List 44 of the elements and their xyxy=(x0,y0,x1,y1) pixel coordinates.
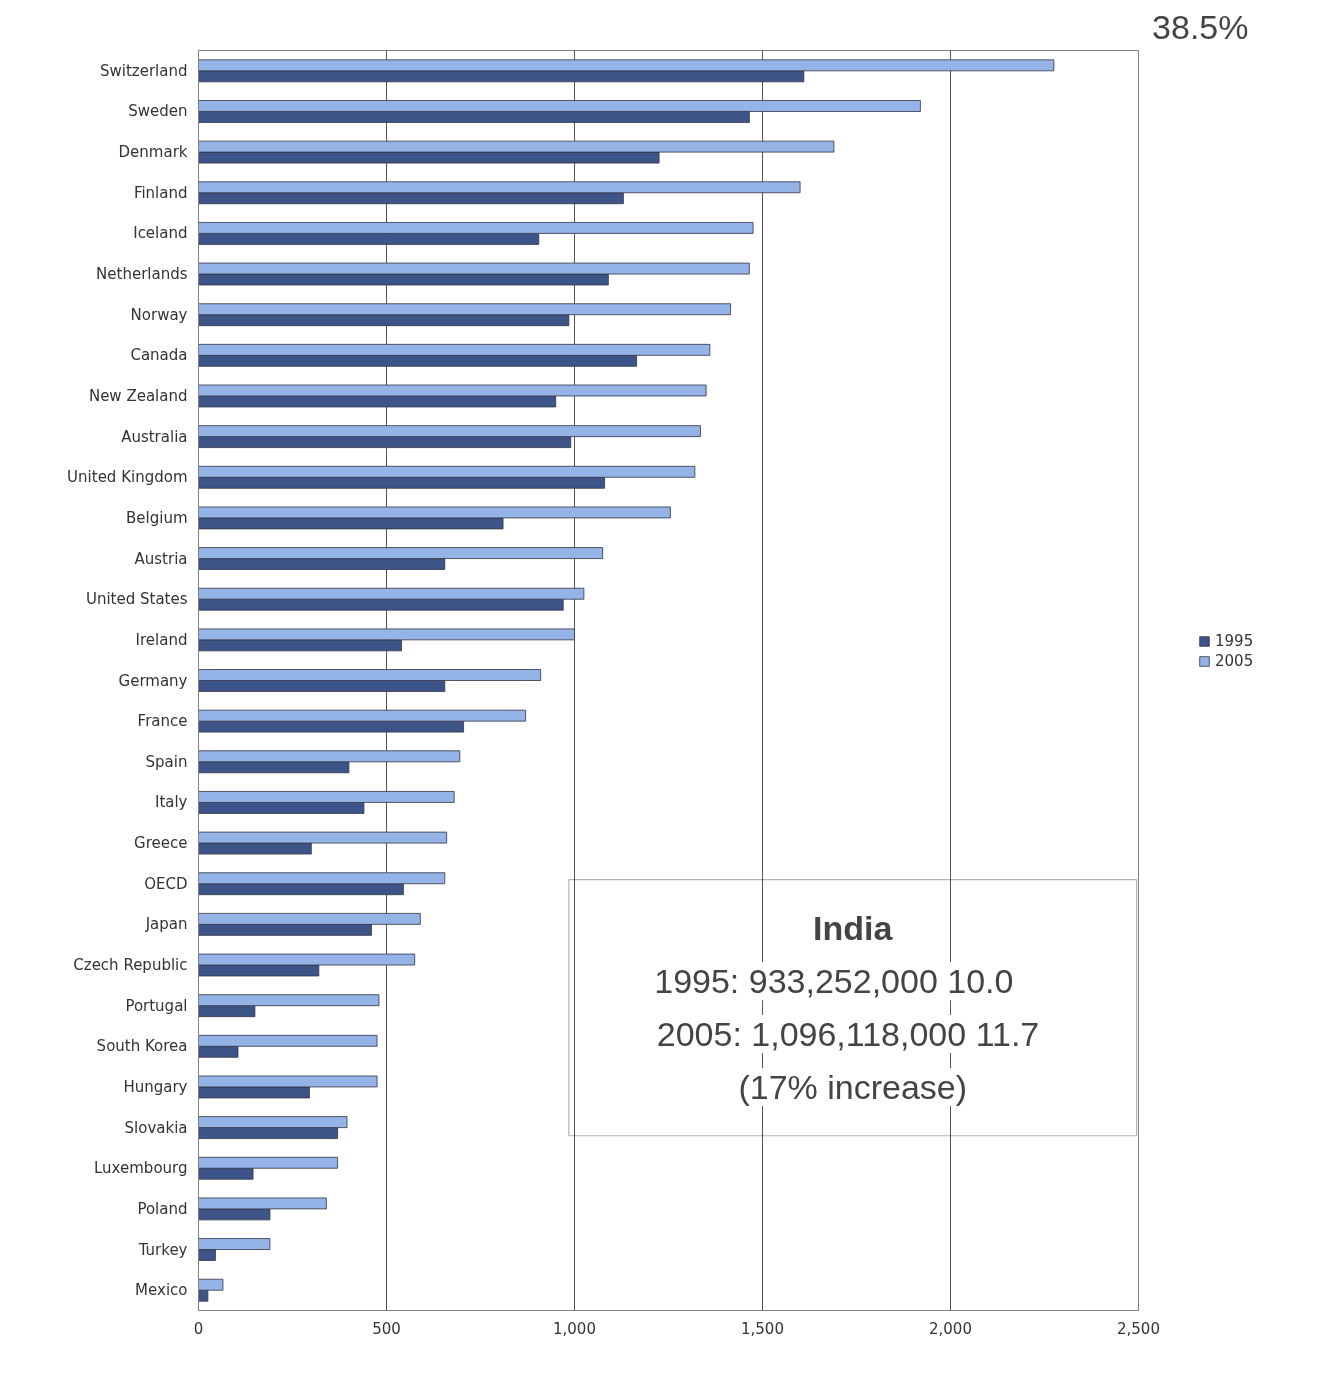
y-tick-label: Italy xyxy=(154,793,188,812)
y-tick-label: Finland xyxy=(133,183,188,202)
y-tick-label: Germany xyxy=(118,671,188,690)
legend-label: 1995 xyxy=(1215,632,1254,650)
y-tick-label: New Zealand xyxy=(88,386,188,405)
y-tick-label: Sweden xyxy=(128,102,188,121)
y-tick-label: South Korea xyxy=(96,1037,188,1056)
y-tick-label: Denmark xyxy=(118,143,188,162)
x-tick-label: 1,500 xyxy=(741,1319,784,1338)
annotation: (17% increase) xyxy=(738,1067,968,1106)
y-tick-label: Norway xyxy=(130,305,188,324)
y-tick-label: Spain xyxy=(145,752,188,771)
y-tick-label: Belgium xyxy=(126,508,188,527)
x-tick-label: 2,500 xyxy=(1117,1319,1160,1338)
y-tick-label: Turkey xyxy=(137,1240,188,1259)
x-tick-label: 0 xyxy=(193,1319,204,1338)
y-tick-label: Czech Republic xyxy=(73,956,188,975)
y-tick-label: Mexico xyxy=(135,1281,188,1300)
y-tick-label: Austria xyxy=(134,549,188,568)
y-tick-label: Poland xyxy=(137,1199,188,1218)
annotation: 2005: 1,096,118,000 11.7 xyxy=(656,1015,1040,1054)
y-tick-label: United States xyxy=(85,590,188,609)
y-tick-label: Ireland xyxy=(135,630,188,649)
y-tick-label: OECD xyxy=(144,874,188,893)
text: 38.5% xyxy=(1152,7,1249,46)
y-tick-label: Australia xyxy=(121,427,188,446)
x-tick-label: 500 xyxy=(372,1319,401,1338)
annotation: 1995: 933,252,000 10.0 xyxy=(654,962,1014,1001)
x-tick-label: 1,000 xyxy=(553,1319,596,1338)
y-tick-label: Canada xyxy=(130,346,188,365)
x-tick-label: 2,000 xyxy=(929,1319,972,1338)
y-tick-label: Slovakia xyxy=(124,1118,188,1137)
y-tick-label: Portugal xyxy=(125,996,188,1015)
y-tick-label: France xyxy=(137,712,188,731)
annotation: India xyxy=(813,909,894,948)
y-tick-label: Switzerland xyxy=(100,61,188,80)
legend-label: 2005 xyxy=(1215,652,1254,670)
y-tick-label: Iceland xyxy=(133,224,188,243)
y-tick-label: Hungary xyxy=(123,1077,188,1096)
y-tick-label: Netherlands xyxy=(96,265,188,284)
y-tick-label: Japan xyxy=(144,915,188,934)
y-tick-label: Luxembourg xyxy=(94,1159,188,1178)
y-tick-label: Greece xyxy=(134,834,188,853)
y-tick-label: United Kingdom xyxy=(67,468,188,487)
